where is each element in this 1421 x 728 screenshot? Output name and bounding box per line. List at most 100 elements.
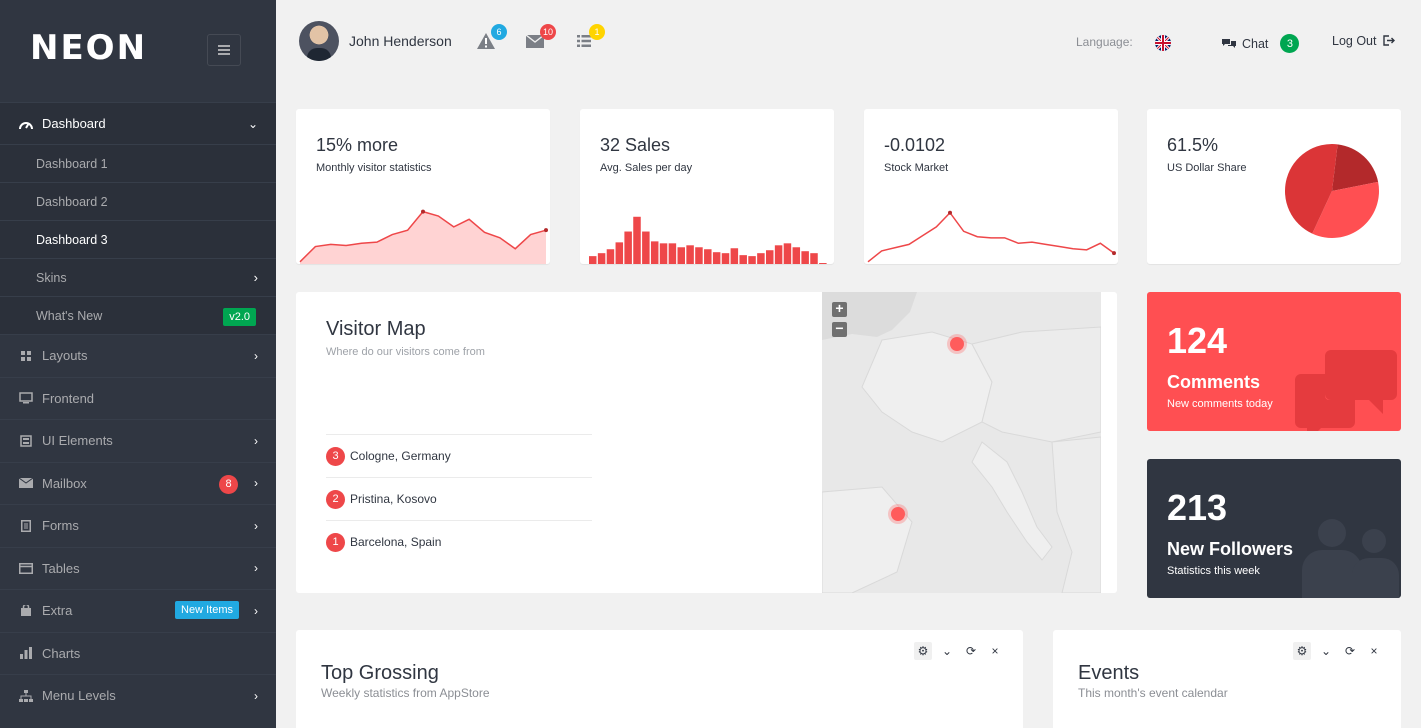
sidebar-item-label: Tables — [42, 560, 80, 576]
close-icon[interactable]: × — [1370, 644, 1378, 658]
sidebar-item-label: Frontend — [42, 390, 95, 406]
sidebar-item-dashboard[interactable]: Dashboard ⌄ — [0, 102, 276, 144]
uk-flag-icon[interactable] — [1155, 35, 1171, 51]
warning-icon — [477, 33, 495, 49]
sidebar-item-frontend[interactable]: Frontend — [0, 376, 276, 420]
pie-slice — [1312, 181, 1379, 238]
followers-tile: 213 New Followers Statistics this week — [1147, 459, 1401, 598]
tile-title: -0.0102 — [884, 135, 946, 155]
bar-chart-icon — [18, 646, 34, 660]
alerts-count-badge: 6 — [491, 24, 507, 40]
chat-button[interactable]: Chat 3 — [1222, 34, 1300, 53]
bar — [748, 256, 756, 264]
refresh-icon[interactable]: ⟳ — [1344, 644, 1356, 658]
bar — [704, 249, 712, 264]
chevron-right-icon: › — [253, 270, 258, 285]
top-grossing-panel: Top Grossing Weekly statistics from AppS… — [296, 630, 1023, 728]
bar — [730, 248, 739, 264]
list-item: 1 Barcelona, Spain — [326, 520, 592, 563]
bar — [606, 249, 615, 264]
sidebar-subitem-whats-new[interactable]: What's New v2.0 — [0, 296, 276, 334]
logo[interactable]: NEON — [30, 28, 148, 68]
sidebar: NEON Dashboard ⌄ Dashboard 1 Dashboard 2… — [0, 0, 276, 728]
zoom-in-button[interactable]: + — [832, 301, 847, 317]
sidebar-item-label: UI Elements — [42, 433, 113, 449]
chevron-right-icon: › — [254, 603, 258, 618]
chevron-right-icon: › — [254, 433, 258, 448]
comments-subtitle: New comments today — [1167, 398, 1273, 410]
users-icon — [1302, 519, 1399, 598]
sidebar-item-ui-elements[interactable]: UI Elements › — [0, 419, 276, 462]
chevron-right-icon: › — [254, 561, 258, 576]
bar — [597, 253, 606, 264]
sidebar-item-layouts[interactable]: Layouts › — [0, 334, 276, 377]
gear-icon[interactable]: ⚙ — [1293, 642, 1311, 660]
events-panel: Events This month's event calendar ⚙ ⌄ ⟳… — [1053, 630, 1401, 728]
close-icon[interactable]: × — [991, 644, 999, 658]
user-name[interactable]: John Henderson — [349, 33, 452, 49]
sidebar-item-mailbox[interactable]: Mailbox 8 › — [0, 461, 276, 505]
chat-count-badge: 3 — [1280, 34, 1300, 53]
language-label: Language: — [1076, 35, 1133, 49]
sidebar-item-tables[interactable]: Tables › — [0, 546, 276, 590]
sidebar-item-extra[interactable]: Extra New Items › — [0, 589, 276, 632]
avatar[interactable] — [299, 21, 339, 61]
sidebar-item-charts[interactable]: Charts — [0, 631, 276, 675]
bar — [739, 255, 747, 264]
refresh-icon[interactable]: ⟳ — [965, 644, 977, 658]
panel-toolbar: ⚙ ⌄ ⟳ × — [914, 642, 1004, 660]
europe-map[interactable]: + − — [821, 292, 1102, 593]
tile-title: 61.5% — [1167, 135, 1219, 155]
chevron-down-icon: ⌄ — [247, 116, 258, 131]
pie-slice — [1285, 144, 1338, 234]
sidebar-item-forms[interactable]: Forms › — [0, 504, 276, 547]
sidebar-subitem-dashboard-2[interactable]: Dashboard 2 — [0, 182, 276, 220]
table-icon — [18, 561, 34, 575]
gauge-icon — [18, 117, 34, 131]
sidebar-subitem-skins[interactable]: Skins › — [0, 258, 276, 296]
map-marker-barcelona[interactable] — [891, 507, 905, 521]
messages-button[interactable]: 10 — [524, 24, 556, 52]
logout-button[interactable]: Log Out — [1332, 34, 1395, 48]
map-marker-cologne[interactable] — [950, 337, 964, 351]
followers-count: 213 — [1167, 487, 1228, 528]
sidebar-item-menu-levels[interactable]: Menu Levels › — [0, 674, 276, 717]
map-shapes — [821, 292, 1102, 593]
chevron-down-icon[interactable]: ⌄ — [1320, 644, 1332, 658]
panel-title: Visitor Map — [326, 318, 426, 340]
messages-count-badge: 10 — [540, 24, 556, 40]
bar — [783, 243, 792, 264]
panel-title: Top Grossing — [321, 662, 439, 684]
sidebar-item-label: Forms — [42, 518, 79, 534]
sidebar-subitem-dashboard-1[interactable]: Dashboard 1 — [0, 144, 276, 182]
chat-label: Chat — [1242, 36, 1269, 51]
menu-toggle-button[interactable] — [207, 34, 241, 66]
sales-tile: 32 Sales Avg. Sales per day — [580, 109, 834, 264]
bag-icon — [18, 604, 34, 618]
panel-toolbar: ⚙ ⌄ ⟳ × — [1293, 642, 1383, 660]
data-point — [421, 209, 425, 214]
topbar: John Henderson 6 10 1 Language: Chat 3 L… — [276, 0, 1421, 85]
alerts-button[interactable]: 6 — [475, 24, 507, 52]
version-badge: v2.0 — [223, 308, 256, 326]
panel-title: Events — [1078, 662, 1140, 684]
chevron-down-icon[interactable]: ⌄ — [941, 644, 953, 658]
chevron-right-icon: › — [254, 688, 258, 703]
sidebar-item-label: Charts — [42, 645, 81, 661]
bar — [721, 253, 730, 264]
mailbox-count-badge: 8 — [219, 474, 238, 494]
followers-label: New Followers — [1167, 539, 1294, 559]
bar — [650, 241, 659, 264]
list-icon — [577, 35, 591, 47]
sidebar-subitem-dashboard-3[interactable]: Dashboard 3 — [0, 220, 276, 258]
comments-label: Comments — [1167, 372, 1261, 392]
data-point — [544, 228, 548, 233]
rank-badge: 1 — [326, 532, 345, 552]
tile-subtitle: US Dollar Share — [1167, 162, 1247, 174]
dashboard-submenu: Dashboard 1 Dashboard 2 Dashboard 3 Skin… — [0, 144, 276, 334]
gear-icon[interactable]: ⚙ — [914, 642, 932, 660]
sidebar-subitem-label: Dashboard 3 — [36, 232, 108, 247]
bar — [757, 253, 765, 264]
zoom-out-button[interactable]: − — [832, 321, 847, 337]
tasks-button[interactable]: 1 — [573, 24, 605, 52]
